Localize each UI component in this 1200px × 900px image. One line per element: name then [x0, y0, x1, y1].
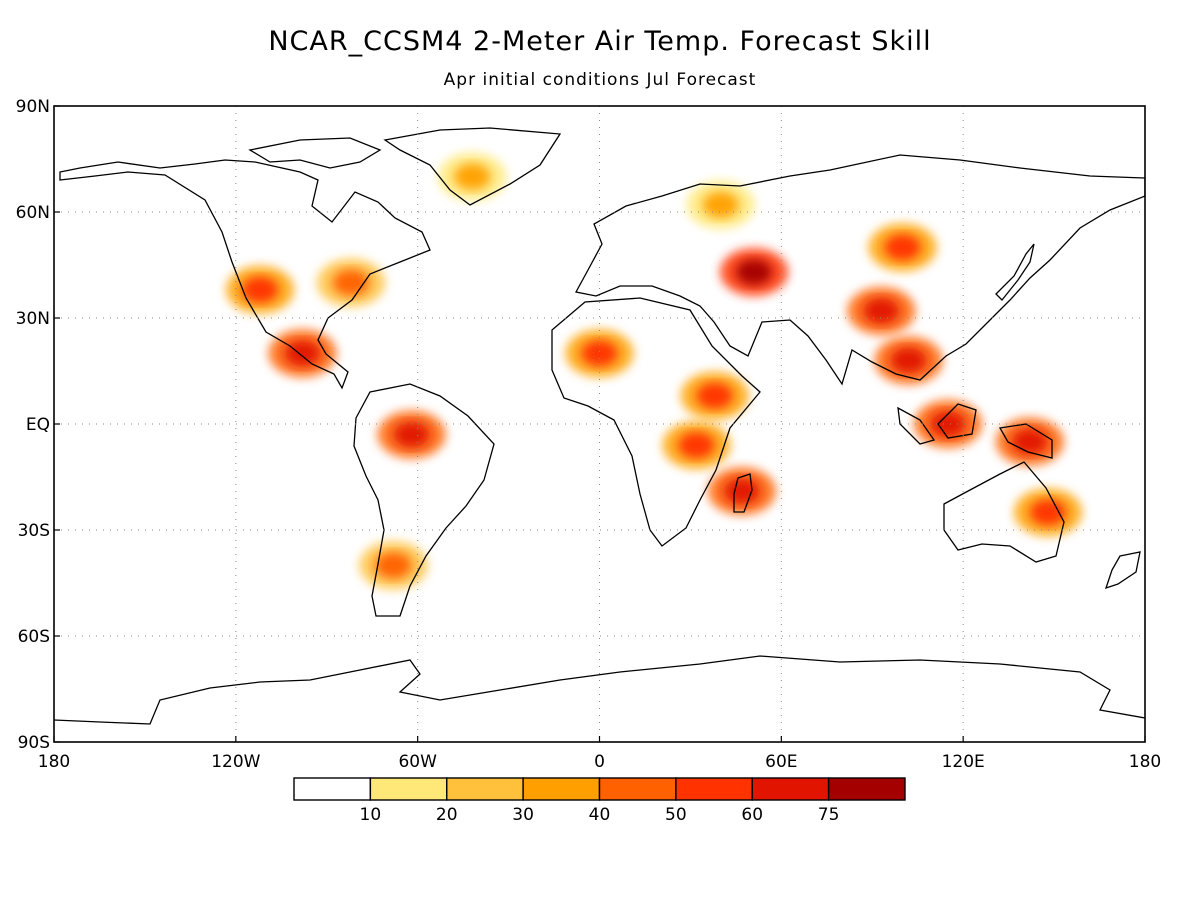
colorbar-label: 30: [512, 805, 534, 825]
skill-region-core: [884, 234, 921, 261]
skill-region-core: [1030, 499, 1067, 526]
skill-region-core: [581, 340, 618, 367]
eurasia-coast: [575, 154, 1145, 386]
lat-tick-label: 30N: [16, 309, 50, 329]
skill-region-core: [702, 191, 739, 218]
colorbar-label: 75: [818, 805, 840, 825]
antarctica-coast: [54, 655, 1145, 725]
colorbar-label: 50: [665, 805, 687, 825]
skill-shading: [226, 152, 1083, 590]
japan-coast: [995, 243, 1035, 301]
greenland-coast: [383, 127, 562, 206]
map-title: NCAR_CCSM4 2-Meter Air Temp. Forecast Sk…: [268, 26, 932, 57]
colorbar-swatch: [675, 777, 753, 801]
maritime-continent-coast: [897, 403, 977, 445]
north-america-coast: [59, 159, 431, 390]
colorbar-label: 10: [360, 805, 382, 825]
colorbar-label: 40: [589, 805, 611, 825]
colorbar-label: 60: [741, 805, 763, 825]
lon-tick-label: 120E: [942, 752, 985, 772]
skill-region-core: [736, 259, 773, 286]
colorbar: 10 20 30 40 50 60 75: [293, 777, 906, 825]
australia-coast: [943, 461, 1065, 563]
skill-region-core: [696, 382, 733, 409]
lat-tick-label: EQ: [26, 415, 50, 435]
colorbar-swatch: [369, 777, 448, 801]
skill-region-core: [863, 297, 900, 324]
colorbar-swatch: [827, 777, 906, 801]
skill-region-core: [1011, 428, 1048, 455]
skill-region-core: [375, 552, 412, 579]
colorbar-swatch: [751, 777, 830, 801]
skill-region-core: [284, 340, 321, 367]
skill-region-core: [890, 347, 927, 374]
colorbar-swatch: [293, 777, 372, 801]
new-guinea-coast: [998, 423, 1053, 459]
lon-tick-label: 180: [38, 752, 70, 772]
skill-region-core: [678, 432, 715, 459]
colorbar-swatch: [522, 777, 601, 801]
madagascar-coast: [733, 473, 753, 513]
lat-tick-label: 90N: [16, 97, 50, 117]
south-america-coast: [353, 383, 495, 617]
axis-ticks: 180 120W 60W 0 60E 120E 180 90N 60N 30N EQ 30S 60S 90…: [16, 97, 1162, 772]
lon-tick-label: 0: [594, 752, 605, 772]
arctic-islands-coast: [248, 137, 382, 169]
lat-tick-label: 90S: [18, 733, 50, 753]
colorbar-label: 20: [436, 805, 458, 825]
skill-region-core: [242, 276, 279, 303]
lat-tick-label: 60S: [18, 627, 50, 647]
lon-tick-label: 120W: [211, 752, 260, 772]
lat-tick-label: 30S: [18, 521, 50, 541]
skill-region-core: [454, 163, 491, 190]
colorbar-swatch: [446, 777, 524, 801]
coastlines: [54, 127, 1145, 725]
map-subtitle: Apr initial conditions Jul Forecast: [443, 70, 757, 90]
lon-tick-label: 180: [1129, 752, 1161, 772]
africa-coast: [551, 297, 761, 547]
colorbar-swatch: [598, 777, 677, 801]
lat-tick-label: 60N: [16, 203, 50, 223]
lon-tick-label: 60E: [765, 752, 797, 772]
new-zealand-coast: [1104, 551, 1141, 590]
lon-tick-label: 60W: [398, 752, 437, 772]
gridlines: [54, 106, 1145, 742]
skill-region-core: [393, 421, 430, 448]
skill-region-core: [930, 411, 967, 437]
skill-region-core: [723, 478, 760, 505]
